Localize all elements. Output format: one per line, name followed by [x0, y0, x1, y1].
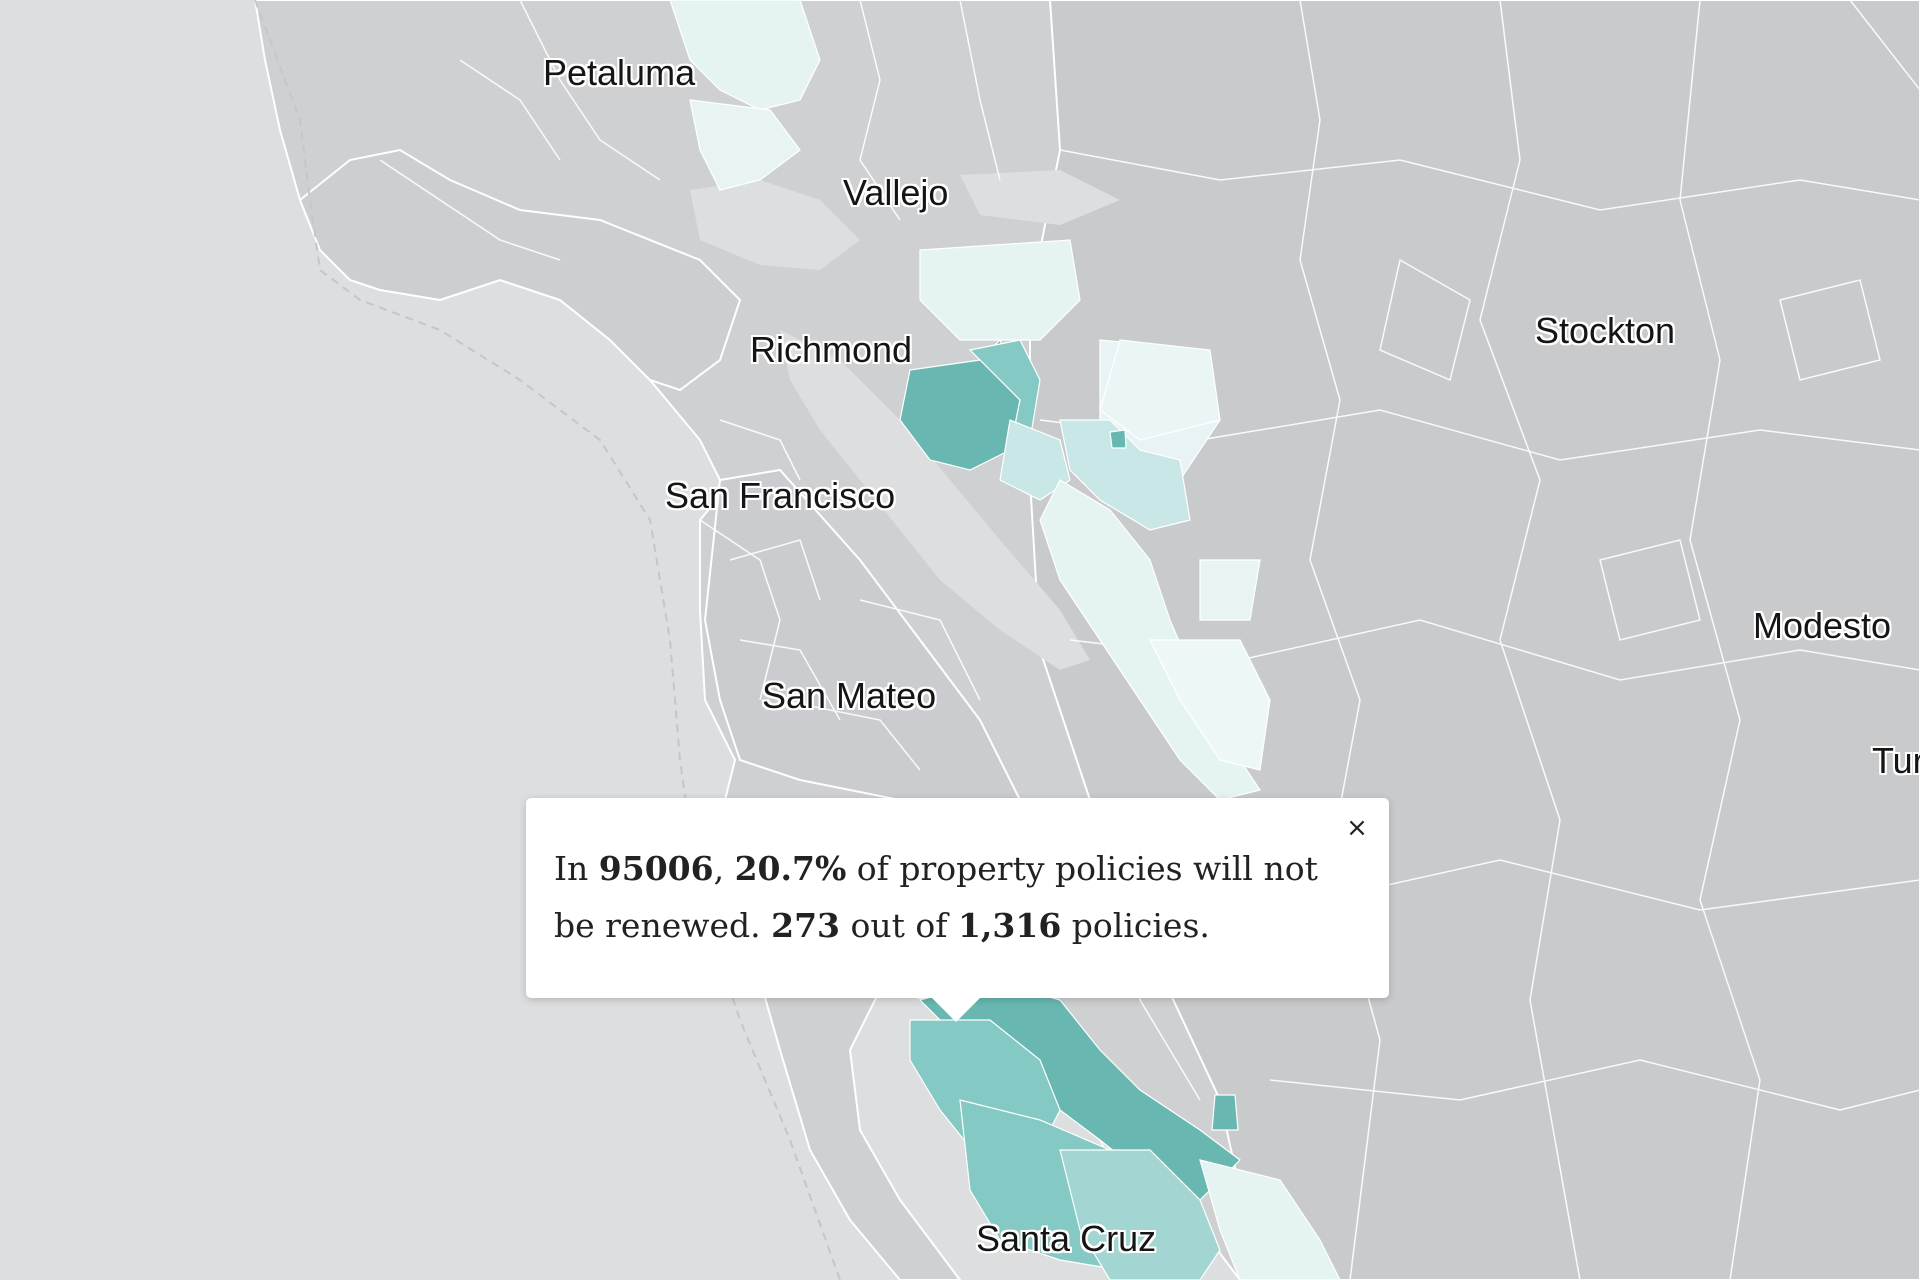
zip-area-east-bay-light — [919, 239, 1081, 341]
san-francisco-bay — [780, 330, 1090, 670]
suisun-bay — [960, 170, 1120, 225]
popup-zip-code: 95006 — [598, 849, 714, 888]
land-marin — [298, 148, 742, 392]
zip-area-light-east — [1199, 559, 1261, 621]
zip-area-santa-cruz-south — [1059, 1149, 1221, 1280]
san-pablo-bay — [690, 180, 860, 270]
popup-pointer — [930, 996, 982, 1022]
non-renewal-choropleth — [669, 0, 1341, 1280]
zip-area-oakland-hills — [1059, 419, 1191, 531]
popup-total-policies: 1,316 — [957, 906, 1062, 945]
popup-mid-text: of property policies will not be renewed… — [554, 849, 1318, 945]
zip-area-orinda — [1099, 339, 1221, 441]
close-icon[interactable]: × — [1346, 813, 1368, 843]
popup-percent: 20.7% — [734, 849, 847, 888]
zip-area-small-inlet — [1211, 1094, 1239, 1131]
coast-dashed-line — [254, 0, 841, 1280]
zip-area-north-1 — [669, 0, 821, 111]
popup-separator: , — [713, 849, 735, 888]
zip-area-north-2 — [689, 99, 801, 191]
popup-out-of: out of — [840, 906, 958, 945]
popup-prefix: In — [554, 849, 599, 888]
bay-water — [690, 170, 1120, 670]
zip-info-popup: × In 95006, 20.7% of property policies w… — [526, 798, 1389, 998]
zip-area-small-dark — [1109, 429, 1127, 449]
zip-area-santa-cruz-east — [1199, 1159, 1341, 1280]
popup-non-renewed-count: 273 — [771, 906, 841, 945]
popup-suffix: policies. — [1061, 906, 1210, 945]
zip-area-fremont — [1149, 639, 1271, 771]
